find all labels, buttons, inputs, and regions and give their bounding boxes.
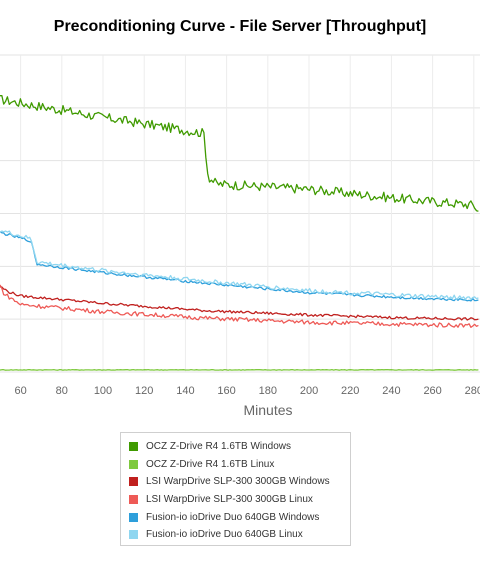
x-tick-label: 200	[300, 385, 318, 397]
series-line	[0, 286, 479, 321]
legend: OCZ Z-Drive R4 1.6TB Windows OCZ Z-Drive…	[120, 432, 351, 546]
legend-swatch	[129, 530, 138, 540]
x-tick-label: 80	[56, 385, 68, 397]
legend-item[interactable]: Fusion-io ioDrive Duo 640GB Linux	[129, 526, 350, 544]
x-tick-label: 140	[176, 385, 194, 397]
series-line	[0, 284, 479, 328]
legend-swatch	[129, 512, 138, 522]
x-tick-label: 180	[259, 385, 277, 397]
chart-plot-area: 60 80 100 120 140 160 180 200 220 240 260 280	[0, 54, 480, 397]
legend-swatch	[129, 442, 138, 452]
chart-title: Preconditioning Curve - File Server [Thr…	[53, 18, 427, 35]
x-tick-label: 220	[341, 385, 359, 397]
x-tick-label: 160	[217, 385, 235, 397]
x-tick-label: 100	[94, 385, 112, 397]
legend-swatch	[129, 459, 138, 469]
x-tick-label: 60	[14, 385, 26, 397]
legend-label: OCZ Z-Drive R4 1.6TB Linux	[146, 458, 275, 470]
legend-item[interactable]: Fusion-io ioDrive Duo 640GB Windows	[129, 508, 350, 526]
x-axis-label: Minutes	[243, 402, 293, 418]
legend-item[interactable]: LSI WarpDrive SLP-300 300GB Linux	[129, 491, 350, 509]
series-line	[0, 230, 479, 301]
legend-label: Fusion-io ioDrive Duo 640GB Windows	[146, 511, 320, 523]
legend-item[interactable]: OCZ Z-Drive R4 1.6TB Linux	[129, 456, 350, 474]
x-tick-label: 240	[382, 385, 400, 397]
x-tick-label: 280	[465, 385, 480, 397]
legend-item[interactable]: LSI WarpDrive SLP-300 300GB Windows	[129, 473, 350, 491]
legend-label: Fusion-io ioDrive Duo 640GB Linux	[146, 529, 303, 541]
x-tick-label: 120	[135, 385, 153, 397]
series-line	[0, 95, 479, 212]
legend-item[interactable]: OCZ Z-Drive R4 1.6TB Windows	[129, 438, 350, 456]
legend-label: OCZ Z-Drive R4 1.6TB Windows	[146, 441, 292, 453]
x-tick-label: 260	[423, 385, 441, 397]
legend-swatch	[129, 495, 138, 505]
series-line	[0, 368, 479, 371]
legend-label: LSI WarpDrive SLP-300 300GB Windows	[146, 476, 330, 488]
legend-swatch	[129, 477, 138, 487]
legend-label: LSI WarpDrive SLP-300 300GB Linux	[146, 494, 313, 506]
